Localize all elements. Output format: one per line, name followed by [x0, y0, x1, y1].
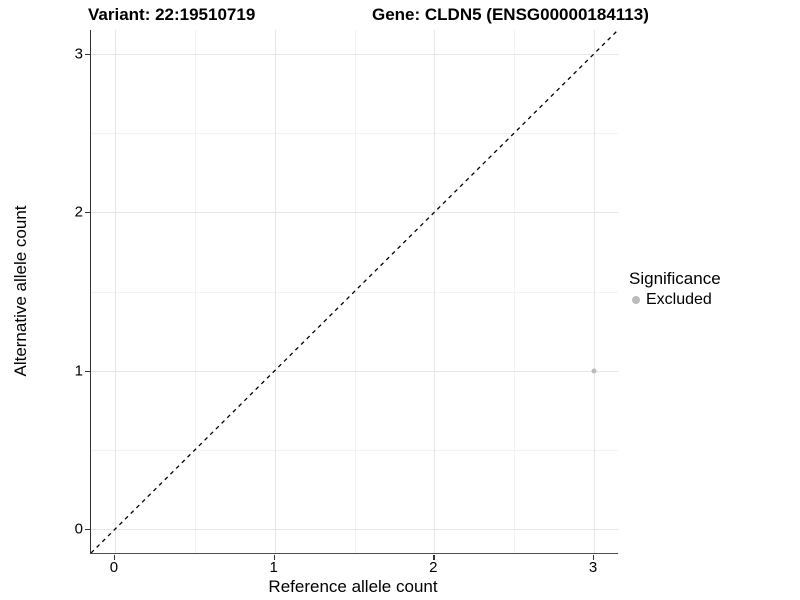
y-tick-mark [85, 529, 90, 531]
legend-item-label: Excluded [646, 291, 712, 308]
x-tick-label: 1 [269, 559, 278, 576]
variant-title: Variant: 22:19510719 [88, 5, 256, 24]
x-tick-mark [273, 555, 275, 560]
legend-title: Significance [629, 269, 721, 288]
major-gridline-y [91, 370, 618, 372]
excluded-point-icon [632, 295, 640, 304]
x-tick-label: 0 [109, 559, 119, 576]
major-gridline-x [114, 30, 116, 553]
identity-line [91, 30, 618, 553]
y-tick-mark [85, 370, 90, 372]
x-axis-title: Reference allele count [268, 577, 438, 596]
minor-gridline-y [91, 133, 618, 134]
y-tick-label: 3 [74, 45, 83, 63]
legend-item-excluded: Excluded [629, 290, 721, 309]
x-tick-mark [593, 555, 595, 560]
plot-panel [90, 30, 618, 554]
y-axis-title: Alternative allele count [11, 205, 30, 377]
major-gridline-y [91, 212, 618, 214]
data-point-excluded [591, 368, 597, 374]
y-tick-label: 0 [74, 520, 83, 538]
major-gridline-x [274, 30, 276, 553]
x-tick-mark [113, 555, 116, 560]
major-gridline-y [91, 529, 618, 531]
major-gridline-y [91, 53, 618, 55]
major-gridline-x [434, 30, 436, 553]
y-tick-label: 2 [74, 203, 83, 221]
gene-title: Gene: CLDN5 (ENSG00000184113) [372, 5, 649, 24]
y-tick-label: 1 [74, 362, 83, 380]
y-tick-mark [85, 212, 90, 214]
major-gridline-x [594, 30, 596, 553]
x-tick-label: 2 [429, 559, 438, 576]
minor-gridline-y [91, 449, 618, 451]
y-tick-mark [85, 53, 90, 55]
x-tick-label: 3 [588, 559, 598, 576]
x-tick-mark [433, 555, 435, 560]
legend: Significance Excluded [629, 269, 721, 309]
